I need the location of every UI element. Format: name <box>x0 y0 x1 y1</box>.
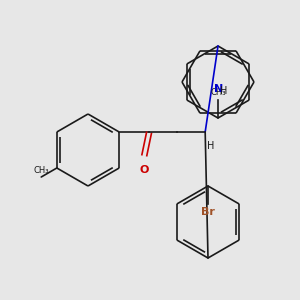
Text: CH₃: CH₃ <box>34 166 49 175</box>
Text: H: H <box>220 86 227 96</box>
Text: CH₃: CH₃ <box>210 88 226 97</box>
Text: O: O <box>140 165 149 175</box>
Text: H: H <box>208 141 215 151</box>
Text: N: N <box>214 84 223 94</box>
Text: Br: Br <box>201 207 215 217</box>
